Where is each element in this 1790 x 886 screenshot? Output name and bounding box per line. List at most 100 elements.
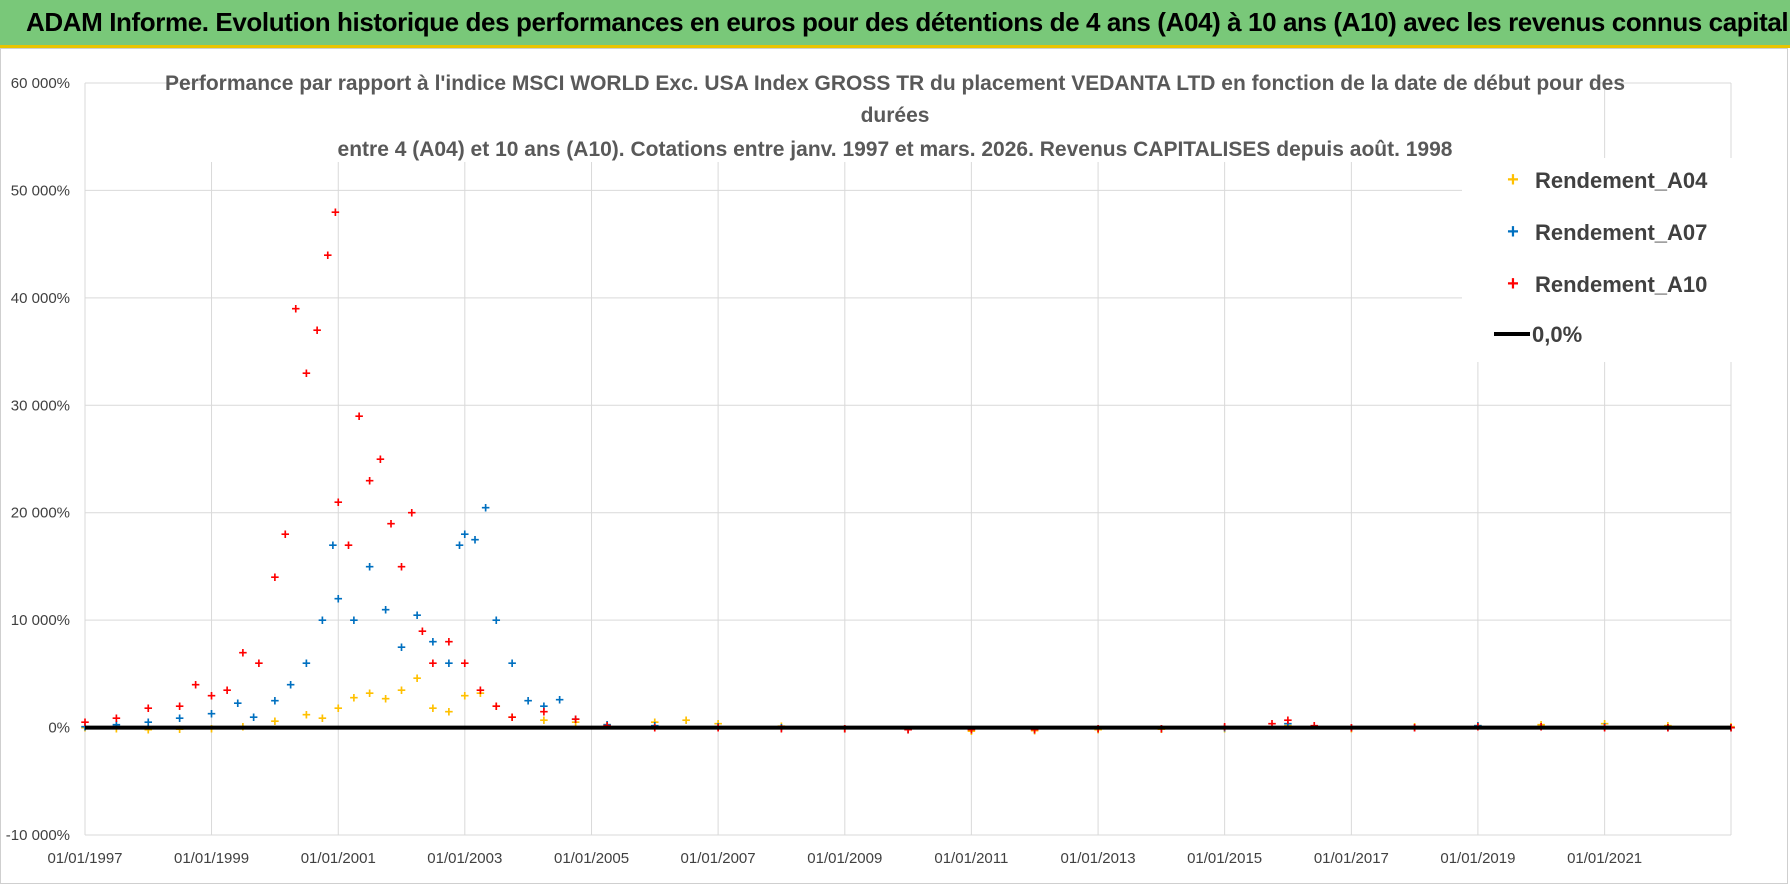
data-point-rendement-a07: +: [481, 499, 490, 516]
x-tick-label: 01/01/2013: [1061, 850, 1136, 867]
data-point-rendement-a07: +: [460, 526, 469, 543]
data-point-rendement-a07: +: [413, 607, 422, 624]
data-point-rendement-a10: +: [175, 698, 184, 715]
x-axis-ticks: 01/01/1997 01/01/1999 01/01/2001 01/01/2003…: [47, 850, 1642, 867]
data-point-rendement-a07: +: [365, 558, 374, 575]
data-point-rendement-a10: +: [429, 655, 438, 672]
data-point-rendement-a10: +: [508, 709, 517, 726]
data-point-rendement-a04: +: [967, 723, 976, 740]
data-point-rendement-a10: +: [407, 505, 416, 522]
data-point-rendement-a04: +: [429, 700, 438, 717]
data-point-rendement-a04: +: [270, 713, 279, 730]
data-point-rendement-a04: +: [508, 709, 517, 726]
data-point-rendement-a07: +: [302, 655, 311, 672]
data-point-rendement-a04: +: [318, 710, 327, 727]
data-point-rendement-a04: +: [650, 714, 659, 731]
data-point-rendement-a04: +: [1727, 718, 1736, 735]
data-point-rendement-a10: +: [112, 710, 121, 727]
data-point-rendement-a07: +: [249, 709, 258, 726]
data-point-rendement-a10: +: [1268, 715, 1277, 732]
data-point-rendement-a10: +: [291, 301, 300, 318]
data-point-rendement-a10: +: [397, 558, 406, 575]
x-tick-label: 01/01/2011: [934, 850, 1008, 867]
data-point-rendement-a10: +: [144, 700, 153, 717]
legend-background: [1462, 158, 1732, 362]
data-point-rendement-a04: +: [397, 682, 406, 699]
data-point-rendement-a07: +: [444, 655, 453, 672]
data-point-rendement-a10: +: [281, 526, 290, 543]
data-point-rendement-a07: +: [334, 591, 343, 608]
data-point-rendement-a07: +: [207, 706, 216, 723]
data-point-rendement-a04: +: [444, 703, 453, 720]
x-tick-label: 01/01/2007: [681, 850, 756, 867]
data-point-rendement-a10: +: [191, 677, 200, 694]
data-point-rendement-a07: +: [144, 714, 153, 731]
data-point-rendement-a07: +: [492, 612, 501, 629]
y-tick-label: -10 000%: [6, 827, 70, 844]
chart-frame: [0, 48, 1788, 884]
data-point-rendement-a04: +: [904, 722, 913, 739]
y-tick-label: 30 000%: [11, 397, 70, 414]
y-tick-label: 50 000%: [11, 182, 70, 199]
legend-label-a04: Rendement_A04: [1535, 168, 1708, 193]
data-point-rendement-a04: +: [1600, 715, 1609, 732]
data-point-rendement-a10: +: [1284, 712, 1293, 729]
data-point-rendement-a07: +: [1727, 720, 1736, 737]
chart-title-line-2: durées: [861, 104, 930, 127]
data-point-rendement-a07: +: [1030, 722, 1039, 739]
data-point-rendement-a04: +: [492, 698, 501, 715]
data-point-rendement-a04: +: [714, 715, 723, 732]
y-tick-label: 0%: [48, 720, 70, 737]
data-point-rendement-a04: +: [381, 691, 390, 708]
data-point-rendement-a04: +: [334, 700, 343, 717]
data-point-rendement-a07: +: [524, 693, 533, 710]
data-point-rendement-a04: +: [460, 687, 469, 704]
data-point-rendement-a07: +: [329, 537, 338, 554]
data-point-rendement-a10: +: [313, 322, 322, 339]
data-point-rendement-a07: +: [571, 711, 580, 728]
data-point-rendement-a07: +: [175, 710, 184, 727]
data-point-rendement-a10: +: [365, 472, 374, 489]
x-tick-label: 01/01/2005: [554, 850, 629, 867]
data-point-rendement-a10: +: [270, 569, 279, 586]
header-banner: ADAM Informe. Evolution historique des p…: [0, 0, 1790, 48]
data-point-rendement-a07: +: [349, 612, 358, 629]
data-point-rendement-a04: +: [365, 685, 374, 702]
data-point-rendement-a04: +: [1537, 716, 1546, 733]
data-point-rendement-a07: +: [603, 716, 612, 733]
x-tick-label: 01/01/2009: [807, 850, 882, 867]
x-tick-label: 01/01/1999: [174, 850, 249, 867]
data-point-rendement-a04: +: [571, 714, 580, 731]
data-point-rendement-a04: +: [302, 707, 311, 724]
data-point-rendement-a10: +: [492, 698, 501, 715]
banner-title: ADAM Informe. Evolution historique des p…: [26, 7, 1790, 37]
data-point-rendement-a04: +: [413, 670, 422, 687]
data-point-rendement-a10: +: [376, 451, 385, 468]
data-point-rendement-a10: +: [81, 714, 90, 731]
chart-title-line-3: entre 4 (A04) et 10 ans (A10). Cotations…: [338, 138, 1453, 161]
y-tick-label: 20 000%: [11, 505, 70, 522]
data-point-rendement-a07: +: [270, 693, 279, 710]
data-point-rendement-a10: +: [539, 703, 548, 720]
data-point-rendement-a04: +: [539, 712, 548, 729]
data-point-rendement-a10: +: [418, 623, 427, 640]
x-tick-label: 01/01/2003: [427, 850, 502, 867]
y-tick-label: 40 000%: [11, 290, 70, 307]
data-point-rendement-a07: +: [286, 677, 295, 694]
data-point-rendement-a10: +: [334, 494, 343, 511]
data-point-rendement-a10: +: [1030, 722, 1039, 739]
y-axis-ticks: 60 000% 50 000% 40 000% 30 000% 20 000% 10 00…: [6, 75, 70, 844]
data-point-rendement-a07: +: [967, 722, 976, 739]
x-tick-label: 01/01/2015: [1187, 850, 1262, 867]
data-point-rendement-a07: +: [508, 655, 517, 672]
x-tick-label: 01/01/2017: [1314, 850, 1389, 867]
x-tick-label: 01/01/2019: [1440, 850, 1515, 867]
data-point-rendement-a04: +: [476, 685, 485, 702]
data-point-rendement-a10: +: [904, 722, 913, 739]
data-point-rendement-a10: +: [476, 682, 485, 699]
data-point-rendement-a10: +: [302, 365, 311, 382]
data-point-rendement-a04: +: [682, 712, 691, 729]
data-point-rendement-a07: +: [112, 716, 121, 733]
data-point-rendement-a04: +: [349, 689, 358, 706]
